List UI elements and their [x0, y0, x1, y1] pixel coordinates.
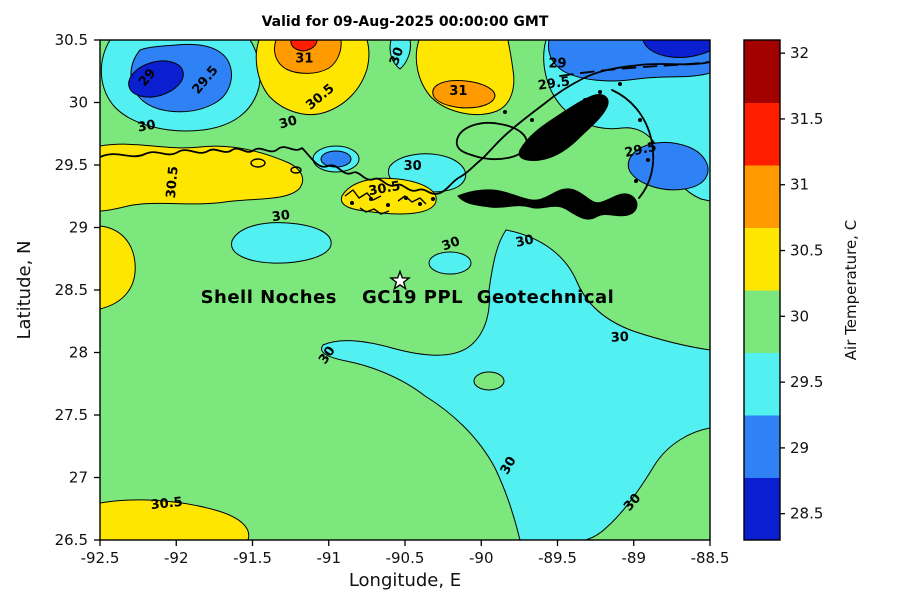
- region-warm-topcenter-orange: [273, 40, 342, 74]
- region-cool-eddy-small: [320, 150, 352, 168]
- contour-label: 29.5: [623, 140, 657, 161]
- x-tick-label: -91: [317, 549, 342, 567]
- y-tick-label: 29.5: [55, 156, 88, 174]
- colorbar-tick-label: 30.5: [790, 242, 823, 260]
- chandeleur-islands: [611, 89, 655, 199]
- colorbar-tick-label: 31.5: [790, 110, 823, 128]
- contour-label: 29: [548, 57, 566, 72]
- colorbar-ticks: 28.5 29 29.5 30 30.5 31 31.5 32: [780, 44, 823, 523]
- coastal-lake-1: [250, 158, 266, 168]
- colorbar-tick-label: 28.5: [790, 505, 823, 523]
- x-axis-label: Longitude, E: [349, 570, 461, 591]
- x-tick-label: -92: [164, 549, 189, 567]
- region-cool-eddy-east: [627, 141, 709, 191]
- region-cool-swath-southeast: [321, 229, 710, 540]
- colorbar-band-darkred: [744, 40, 780, 103]
- contour-labels: 29 29.53030.53130.53030312929.529.53030.5…: [136, 45, 658, 514]
- island-dots: [350, 82, 650, 207]
- x-tick-label: -90.5: [386, 549, 425, 567]
- contour-label: 30: [610, 330, 629, 346]
- colorbar-band-yellow: [744, 227, 780, 291]
- colorbar-band-cyan: [744, 352, 780, 416]
- contour-label: 30.5: [164, 166, 182, 199]
- marsh-squiggle-2: [397, 195, 427, 205]
- region-coldest-topright: [642, 40, 710, 58]
- colorbar-band-darkblue: [744, 477, 780, 541]
- colorbar: [744, 40, 780, 541]
- y-tick-label: 29: [69, 219, 88, 237]
- colorbar-band-blue: [744, 415, 780, 478]
- region-warm-west-strip: [100, 225, 136, 310]
- colorbar-tick-label: 32: [790, 44, 809, 62]
- colorbar-band-red: [744, 102, 780, 166]
- y-tick-label: 28: [69, 344, 88, 362]
- region-hot-topcenter-red: [290, 40, 318, 52]
- y-tick-label: 28.5: [55, 281, 88, 299]
- marsh-squiggle-3: [359, 207, 390, 215]
- y-tick-label: 30: [69, 94, 88, 112]
- colorbar-tick-label: 31: [790, 176, 809, 194]
- colorbar-label: Air Temperature, C: [842, 220, 860, 360]
- x-tick-label: -88.5: [691, 549, 730, 567]
- stbernard-marsh: [518, 94, 609, 161]
- annotation-site-left: Shell Noches: [201, 287, 337, 308]
- contour-label: 29.5: [537, 74, 571, 93]
- site-star-marker: [389, 269, 411, 291]
- x-tick-label: -91.5: [233, 549, 272, 567]
- colorbar-border: [743, 39, 781, 541]
- colorbar-band-green: [744, 290, 780, 353]
- y-tick-label: 27.5: [55, 406, 88, 424]
- marsh-squiggle-1: [344, 189, 382, 201]
- contour-label: 30.5: [367, 179, 401, 199]
- region-warm-topright-orange: [432, 80, 496, 109]
- colorbar-tick-label: 29: [790, 439, 809, 457]
- gulf-coastline: [100, 61, 710, 195]
- x-tick-label: -92.5: [81, 549, 120, 567]
- mississippi-delta: [457, 188, 638, 220]
- lake-pontchartrain: [455, 122, 528, 160]
- coastline: [100, 61, 710, 220]
- x-tick-label: -89: [622, 549, 647, 567]
- region-cool-oval-center: [428, 251, 472, 275]
- contour-label: 30: [514, 232, 535, 250]
- contour-label: 30: [440, 234, 462, 254]
- colorbar-tick-label: 30: [790, 307, 809, 325]
- colorbar-band-orange: [744, 165, 780, 228]
- barrier-islands: [559, 61, 709, 77]
- y-axis-label: Latitude, N: [14, 241, 35, 340]
- y-tick-label: 26.5: [55, 531, 88, 549]
- y-tick-label: 30.5: [55, 31, 88, 49]
- plot-area: [100, 40, 710, 540]
- x-tick-label: -90: [469, 549, 494, 567]
- region-cool-tongue-topmid: [389, 40, 411, 70]
- contour-label: 30: [271, 208, 291, 225]
- annotation-site-right: GC19 PPL Geotechnical: [362, 287, 614, 308]
- region-coldest-topleft: [128, 60, 184, 98]
- plot-title: Valid for 09-Aug-2025 00:00:00 GMT: [262, 14, 549, 30]
- y-axis-ticks: 26.5 27 27.5 28 28.5 29 29.5 30 30.5: [55, 31, 100, 549]
- x-axis-ticks: -92.5 -92 -91.5 -91 -90.5 -90 -89.5 -89 -88.5: [81, 540, 730, 567]
- x-tick-label: -89.5: [538, 549, 577, 567]
- contour-label: 30: [404, 159, 422, 174]
- contour-label: 30: [136, 118, 156, 136]
- contour-label: 31: [449, 84, 467, 99]
- region-cool-patch-west: [231, 222, 332, 264]
- contour-label: 30: [278, 113, 299, 132]
- colorbar-tick-label: 29.5: [790, 373, 823, 391]
- contour-label: 30: [387, 45, 407, 67]
- region-warm-hole-in-swath: [473, 371, 505, 391]
- contour-label: 31: [295, 52, 313, 67]
- contour-label: 30.5: [150, 495, 183, 513]
- y-tick-label: 27: [69, 469, 88, 487]
- coastal-lake-2: [290, 166, 302, 174]
- region-warm-bottomleft: [100, 499, 250, 540]
